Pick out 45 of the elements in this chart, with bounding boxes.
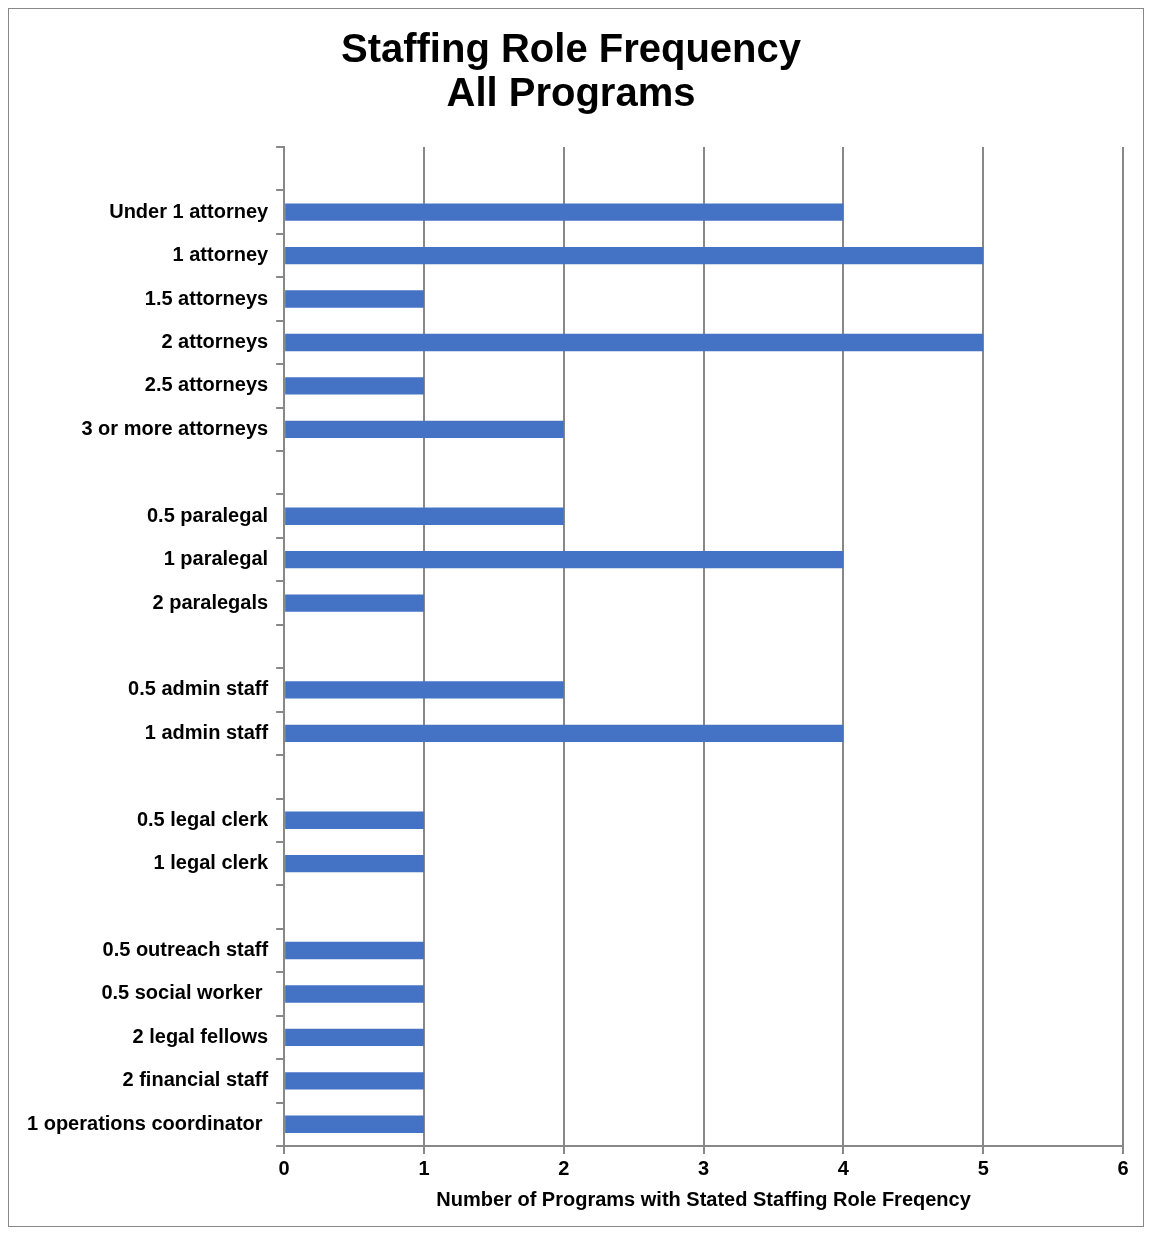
- y-tick-label: 1 operations coordinator: [26, 1111, 269, 1134]
- bar: [285, 1072, 424, 1090]
- x-tick-label: 4: [837, 1156, 850, 1179]
- x-axis-title: Number of Programs with Stated Staffing Role Freqency: [436, 1187, 972, 1210]
- bar: [285, 811, 424, 829]
- y-tick-label: 2.5 attorneys: [144, 373, 269, 396]
- y-tick-label: 0.5 social worker: [101, 981, 269, 1004]
- bar: [285, 507, 564, 525]
- y-tick-label: 2 attorneys: [161, 329, 269, 352]
- y-tick-label: 1 legal clerk: [153, 851, 270, 874]
- bar: [285, 246, 984, 265]
- bar: [285, 681, 564, 699]
- x-tick-label: 6: [1117, 1156, 1129, 1179]
- y-tick-label: 2 paralegals: [152, 590, 269, 613]
- y-tick-label: 3 or more attorneys: [81, 416, 269, 439]
- bar: [285, 854, 424, 873]
- y-tick-label: Under 1 attorney: [109, 199, 270, 222]
- y-tick-label: 2 financial staff: [122, 1068, 269, 1091]
- x-tick-label: 3: [698, 1156, 710, 1179]
- y-tick-label: 0.5 admin staff: [128, 677, 269, 700]
- y-tick-label: 1 admin staff: [144, 720, 269, 743]
- y-tick-label: 0.5 outreach staff: [102, 938, 269, 961]
- y-tick-label: 1 paralegal: [163, 547, 269, 570]
- x-tick-label: 0: [278, 1156, 290, 1179]
- x-tick-label: 5: [977, 1156, 989, 1179]
- bar: [285, 420, 564, 439]
- bar: [285, 985, 424, 1003]
- bar: [285, 203, 844, 221]
- y-tick-label: 0.5 paralegal: [146, 503, 269, 526]
- bar: [285, 377, 424, 395]
- bar: [285, 333, 984, 352]
- bar: [285, 594, 424, 612]
- bar: [285, 1028, 424, 1047]
- bar: [285, 290, 424, 308]
- bar: [285, 941, 424, 960]
- y-tick-label: 1 attorney: [172, 243, 270, 266]
- bar: [285, 550, 844, 569]
- y-tick-label: 2 legal fellows: [132, 1024, 269, 1047]
- x-tick-label: 2: [558, 1156, 570, 1179]
- bar: [285, 1115, 424, 1133]
- bar: [285, 724, 844, 743]
- x-tick-label: 1: [418, 1156, 430, 1179]
- y-tick-label: 1.5 attorneys: [144, 286, 269, 309]
- chart-title: Staffing Role Frequency All Programs: [340, 26, 802, 115]
- y-tick-label: 0.5 legal clerk: [136, 807, 270, 830]
